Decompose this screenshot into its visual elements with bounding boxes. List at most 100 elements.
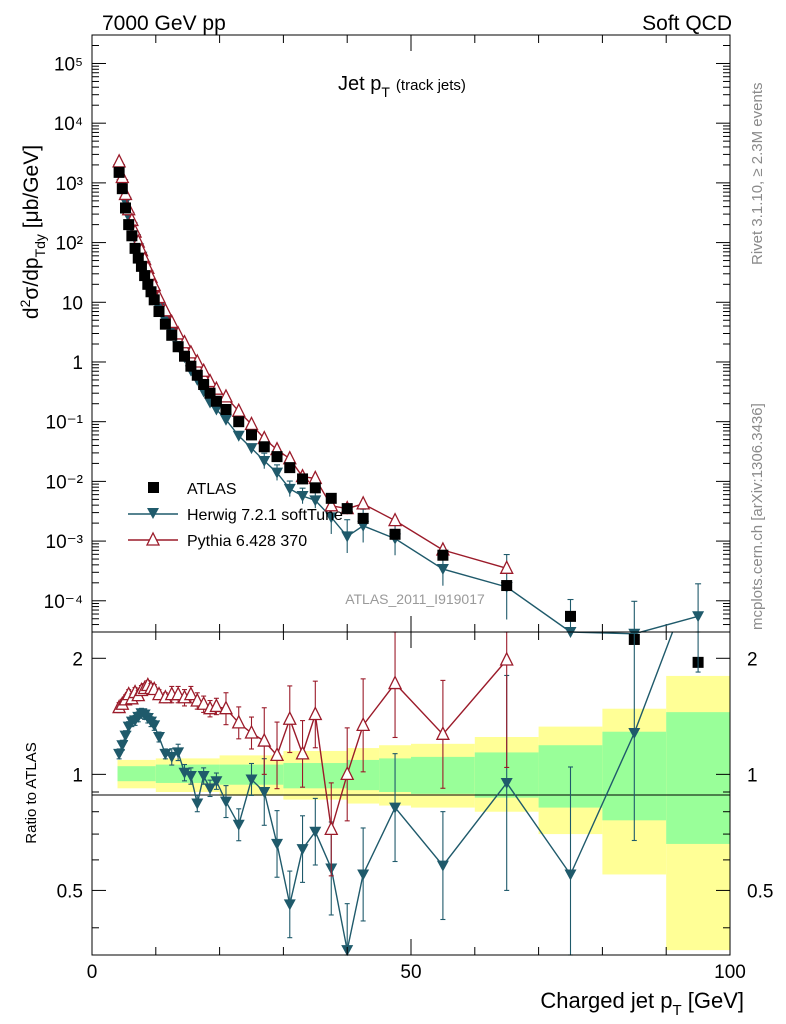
herwig-point — [210, 404, 223, 416]
legend-marker-atlas — [148, 482, 159, 493]
herwig-ratio-point — [152, 731, 165, 743]
pythia-point — [282, 450, 297, 465]
ratio-y-tick-label-left: 1 — [72, 765, 83, 786]
herwig-ratio-point — [178, 767, 191, 779]
herwig-point — [245, 443, 258, 455]
atlas-point — [145, 286, 157, 298]
herwig-ratio-point — [204, 783, 217, 795]
herwig-ratio-point — [564, 869, 577, 881]
process-label: Soft QCD — [642, 12, 732, 35]
main-y-tick-label: 10 — [62, 293, 83, 314]
atlas-point — [142, 278, 154, 290]
atlas-point — [166, 329, 178, 341]
ratio-y-axis-label: Ratio to ATLAS — [23, 742, 40, 843]
analysis-id-label: ATLAS_2011_I919017 — [345, 591, 485, 607]
pythia-ratio-point — [499, 651, 514, 666]
herwig-ratio-point — [219, 796, 232, 808]
atlas-point — [126, 230, 138, 242]
atlas-point — [153, 306, 165, 318]
main-y-tick-label: 10² — [56, 234, 83, 255]
pythia-ratio-point — [218, 700, 234, 715]
herwig-point — [692, 611, 705, 623]
pythia-ratio-point — [231, 714, 246, 729]
pythia-ratio-point — [435, 725, 450, 740]
atlas-point — [179, 350, 191, 362]
pythia-point — [218, 388, 234, 403]
pythia-point — [231, 402, 246, 417]
main-y-tick-label: 10⁻¹ — [46, 413, 84, 434]
ratio-axis-ticks — [91, 632, 731, 955]
pythia-ratio-point — [282, 710, 297, 725]
pythia-ratio-point — [340, 765, 355, 781]
main-axis-ticks — [91, 34, 731, 633]
atlas-point — [116, 183, 128, 195]
herwig-ratio-point — [357, 869, 370, 881]
atlas-point — [129, 242, 141, 254]
mcplots-source-label: mcplots.cern.ch [arXiv:1306.3436] — [749, 403, 766, 630]
herwig-ratio-point — [165, 751, 178, 763]
ratio-y-tick-label-right: 1 — [747, 765, 758, 786]
ratio-series — [112, 631, 701, 957]
herwig-point — [309, 495, 322, 507]
herwig-point — [219, 414, 232, 426]
herwig-point — [296, 490, 309, 502]
atlas-point — [139, 270, 151, 282]
main-y-tick-labels: 10⁻⁴ 10⁻³ 10⁻² 10⁻¹ 1 10 10² 10³ 10⁴ 10⁵ — [44, 54, 83, 612]
herwig-point — [436, 564, 449, 576]
herwig-ratio-point — [172, 747, 185, 759]
ratio-green-band — [666, 712, 730, 844]
pythia-ratio-point — [295, 745, 310, 760]
main-y-tick-label: 1 — [72, 353, 83, 374]
herwig-ratio-point — [148, 720, 161, 732]
legend-marker-pythia — [145, 531, 161, 546]
rivet-version-label: Rivet 3.1.10, ≥ 2.3M events — [749, 83, 766, 266]
atlas-point — [172, 341, 184, 353]
herwig-ratio-point — [159, 748, 172, 760]
pythia-ratio-point — [209, 698, 224, 713]
herwig-ratio-point — [500, 777, 513, 789]
atlas-point — [159, 318, 171, 330]
atlas-point — [297, 473, 309, 485]
pythia-ratio-point — [308, 706, 323, 721]
atlas-point — [119, 202, 131, 214]
pythia-ratio-point — [269, 746, 285, 762]
main-y-tick-label: 10⁴ — [54, 114, 83, 135]
pythia-point — [356, 495, 371, 510]
main-y-tick-label: 10³ — [56, 174, 83, 195]
pythia-point — [387, 512, 403, 527]
atlas-point — [148, 294, 160, 306]
herwig-ratio-point — [283, 899, 296, 911]
atlas-point — [271, 451, 283, 463]
ratio-y-tick-label-right: 2 — [747, 649, 758, 670]
x-tick-label: 0 — [87, 962, 98, 983]
main-y-tick-label: 10⁻⁴ — [44, 592, 83, 613]
ratio-tick-labels: 0.5 0.5 1 1 2 2 0 50 100 — [57, 649, 774, 983]
herwig-ratio-point — [116, 740, 129, 752]
main-chart-title: Jet pT (track jets) — [338, 73, 466, 100]
atlas-point — [191, 369, 203, 381]
legend-label-herwig: Herwig 7.2.1 softTune — [187, 507, 343, 524]
atlas-point — [389, 528, 401, 540]
atlas-point — [309, 482, 321, 494]
pythia-ratio-point — [324, 820, 339, 836]
pythia-point — [244, 415, 259, 431]
atlas-point — [132, 252, 144, 264]
ratio-uncertainty-bands — [117, 675, 730, 951]
pythia-point — [112, 153, 127, 168]
atlas-point — [123, 219, 135, 231]
atlas-point — [246, 429, 257, 441]
main-panel: 10⁻⁴ 10⁻³ 10⁻² 10⁻¹ 1 10 10² 10³ 10⁴ 10⁵ Jet pT (t… — [17, 34, 731, 668]
atlas-point — [233, 416, 245, 428]
legend: ATLAS Herwig 7.2.1 softTune Pythia 6.428… — [128, 481, 343, 550]
herwig-ratio-point — [628, 728, 641, 740]
atlas-point — [204, 387, 216, 399]
herwig-point — [325, 512, 338, 524]
atlas-point — [198, 378, 210, 390]
ratio-y-tick-label-left: 0.5 — [57, 881, 83, 902]
herwig-ratio-point — [210, 776, 223, 788]
herwig-ratio-point — [197, 771, 210, 783]
herwig-point — [258, 455, 271, 467]
atlas-point — [185, 360, 197, 372]
herwig-point — [232, 430, 245, 442]
herwig-ratio-point — [245, 774, 258, 786]
